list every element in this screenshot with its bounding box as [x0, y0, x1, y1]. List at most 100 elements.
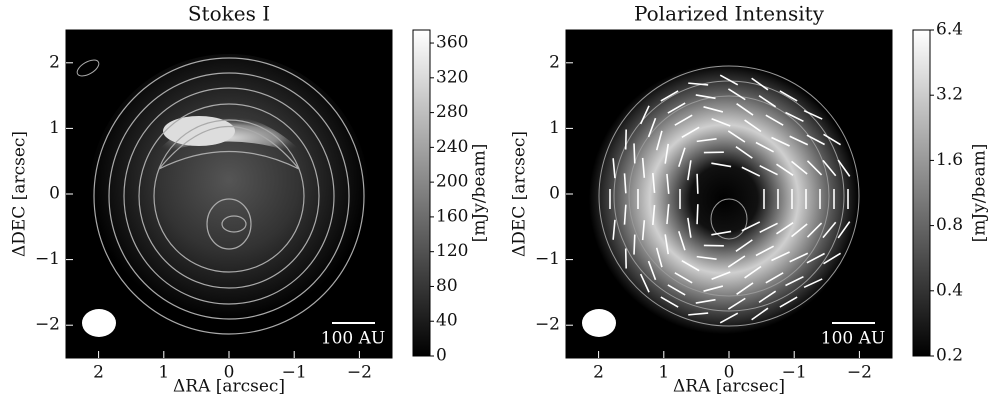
colorbar-tick-label: 0 — [436, 346, 447, 366]
polarization-vector — [744, 119, 762, 133]
polarization-vector — [789, 252, 809, 263]
polarization-vector — [785, 275, 804, 287]
polarization-vector — [623, 204, 627, 225]
polarization-vector — [791, 223, 808, 238]
colorbar-tick-label: 0.2 — [936, 346, 963, 366]
polarization-vector — [736, 282, 754, 295]
polarization-vector — [652, 204, 656, 226]
polarization-vector — [687, 217, 692, 238]
polarization-vector — [755, 245, 775, 257]
polarization-vector — [776, 222, 794, 235]
image-panel — [566, 30, 892, 358]
polarization-vector — [741, 221, 761, 232]
polarization-vector — [791, 160, 808, 175]
colorbar-label: [mJy/beam] — [970, 144, 990, 243]
beam — [582, 309, 616, 337]
polarization-vector — [711, 271, 731, 280]
y-tick-label: 0 — [549, 184, 560, 204]
panel-title: Stokes I — [188, 2, 270, 26]
polarization-vector — [823, 252, 842, 265]
polarization-vector — [771, 136, 790, 147]
x-tick-label: 1 — [158, 363, 169, 383]
polarization-vector — [688, 312, 709, 316]
x-axis-label: ΔRA [arcsec] — [673, 377, 785, 397]
polarization-vector — [823, 133, 842, 146]
polarization-vector — [623, 173, 627, 194]
colorbar — [912, 29, 931, 357]
polarization-vector — [803, 109, 823, 120]
polarization-vector — [633, 234, 636, 255]
polarization-vector — [711, 230, 732, 236]
polarization-vector — [789, 135, 809, 146]
contour — [206, 198, 252, 250]
polarization-vector — [751, 77, 769, 91]
polarization-vector — [655, 247, 663, 268]
contour — [138, 103, 320, 289]
y-tick-label: 2 — [549, 52, 560, 72]
polarization-vector — [755, 141, 775, 153]
contour — [108, 72, 350, 320]
polarization-vector — [696, 255, 717, 260]
x-axis-label: ΔRA [arcsec] — [173, 377, 285, 397]
colorbar-tick-label: 1.6 — [936, 150, 963, 170]
polarization-vector — [806, 134, 825, 146]
polarization-vector — [759, 222, 778, 234]
polarization-vector — [667, 102, 686, 114]
scalebar-label: 100 AU — [321, 329, 385, 349]
colorbar-tick-label: 3.2 — [936, 85, 963, 105]
polarization-vector — [674, 114, 693, 126]
x-tick-label: −1 — [782, 363, 807, 383]
contour — [153, 119, 305, 273]
polarization-vector — [703, 285, 724, 292]
y-axis-label: ΔDEC [arcsec] — [10, 131, 30, 257]
polarization-vector — [822, 159, 837, 177]
polarization-vector — [806, 252, 825, 264]
x-tick-label: 0 — [224, 363, 235, 383]
polarization-vector — [666, 204, 670, 225]
x-tick-label: 2 — [93, 363, 104, 383]
polarization-vector — [759, 164, 778, 176]
polarization-vector — [612, 158, 616, 179]
panel-title: Polarized Intensity — [634, 2, 825, 26]
polarization-vector — [751, 307, 769, 321]
polarization-vector — [695, 298, 716, 304]
polarization-vector — [779, 90, 798, 102]
polarization-vector — [639, 105, 650, 125]
polarization-vector — [806, 222, 823, 238]
polarization-vector — [837, 221, 851, 239]
polarization-vector — [727, 130, 746, 143]
colorbar-tick-label: 160 — [436, 206, 468, 226]
polarization-vector — [655, 130, 663, 151]
polarization-vector — [765, 272, 784, 284]
polarization-vector — [674, 272, 693, 284]
x-tick-label: −2 — [347, 363, 372, 383]
polarization-vector — [660, 296, 679, 308]
contour — [123, 87, 335, 305]
colorbar — [412, 29, 431, 357]
contour — [628, 95, 830, 297]
y-tick-label: 1 — [549, 118, 560, 138]
scalebar-label: 100 AU — [821, 329, 885, 349]
polarization-vector — [711, 118, 731, 127]
polarization-vector — [776, 163, 794, 176]
polarization-vector — [727, 88, 746, 101]
polarization-vector — [641, 157, 646, 178]
polarization-vector — [711, 162, 732, 168]
polarization-vector — [695, 94, 716, 100]
polarization-vector — [758, 290, 777, 303]
polarization-vector — [703, 106, 724, 113]
emission — [589, 64, 859, 334]
polarization-vector — [696, 173, 699, 194]
colorbar-tick-label: 0.4 — [936, 280, 963, 300]
contour — [76, 59, 100, 77]
y-tick-label: 0 — [49, 184, 60, 204]
y-tick-label: −2 — [35, 315, 60, 335]
polarization-vector — [736, 103, 754, 116]
polarization-vector — [758, 95, 777, 108]
colorbar-label: [mJy/beam] — [470, 144, 490, 243]
polarization-vector — [647, 260, 657, 281]
colorbar-tick-label: 0.8 — [936, 215, 963, 235]
colorbar-tick-label: 200 — [436, 172, 468, 192]
polarization-vector — [785, 111, 804, 123]
polarization-vector — [660, 90, 679, 102]
